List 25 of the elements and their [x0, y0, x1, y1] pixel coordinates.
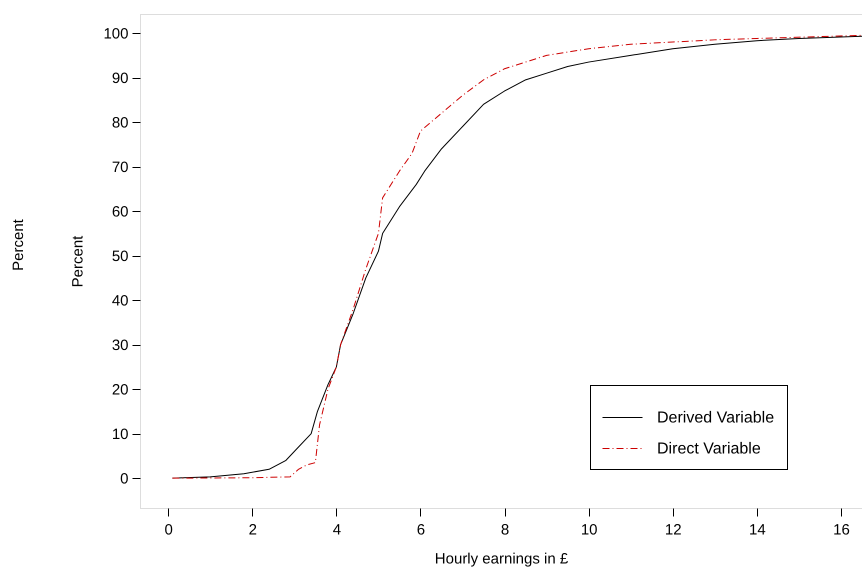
y-tick-label: 20: [112, 382, 128, 399]
y-axis-title: Percent: [69, 234, 86, 288]
text: Percent: [10, 218, 27, 271]
legend-label: Derived Variable: [657, 410, 774, 426]
x-tick-label: 6: [416, 522, 426, 538]
x-tick-label: 4: [332, 522, 342, 538]
legend-label: Direct Variable: [657, 440, 761, 458]
y-tick-label: 50: [112, 248, 128, 266]
x-tick-label: 0: [164, 522, 173, 538]
y-tick-label: 40: [112, 292, 128, 310]
y-tick-label: 0: [120, 470, 128, 488]
y-tick-label: 30: [112, 337, 128, 354]
y-tick-label: 60: [112, 204, 128, 221]
x-tick-label: 10: [580, 522, 598, 538]
y-tick-label: 80: [112, 114, 128, 132]
y-tick-label: 10: [112, 426, 128, 444]
x-tick-label: 12: [664, 522, 682, 538]
x-tick-label: 14: [749, 522, 766, 538]
x-tick-label: 8: [500, 522, 510, 538]
x-tick-label: 2: [248, 522, 257, 538]
y-tick-label: 70: [112, 159, 128, 176]
x-tick-label: 16: [833, 522, 850, 538]
y-tick-label: 100: [103, 26, 128, 43]
x-axis-title: Hourly earnings in £: [434, 550, 569, 568]
y-tick-label: 90: [112, 70, 128, 88]
